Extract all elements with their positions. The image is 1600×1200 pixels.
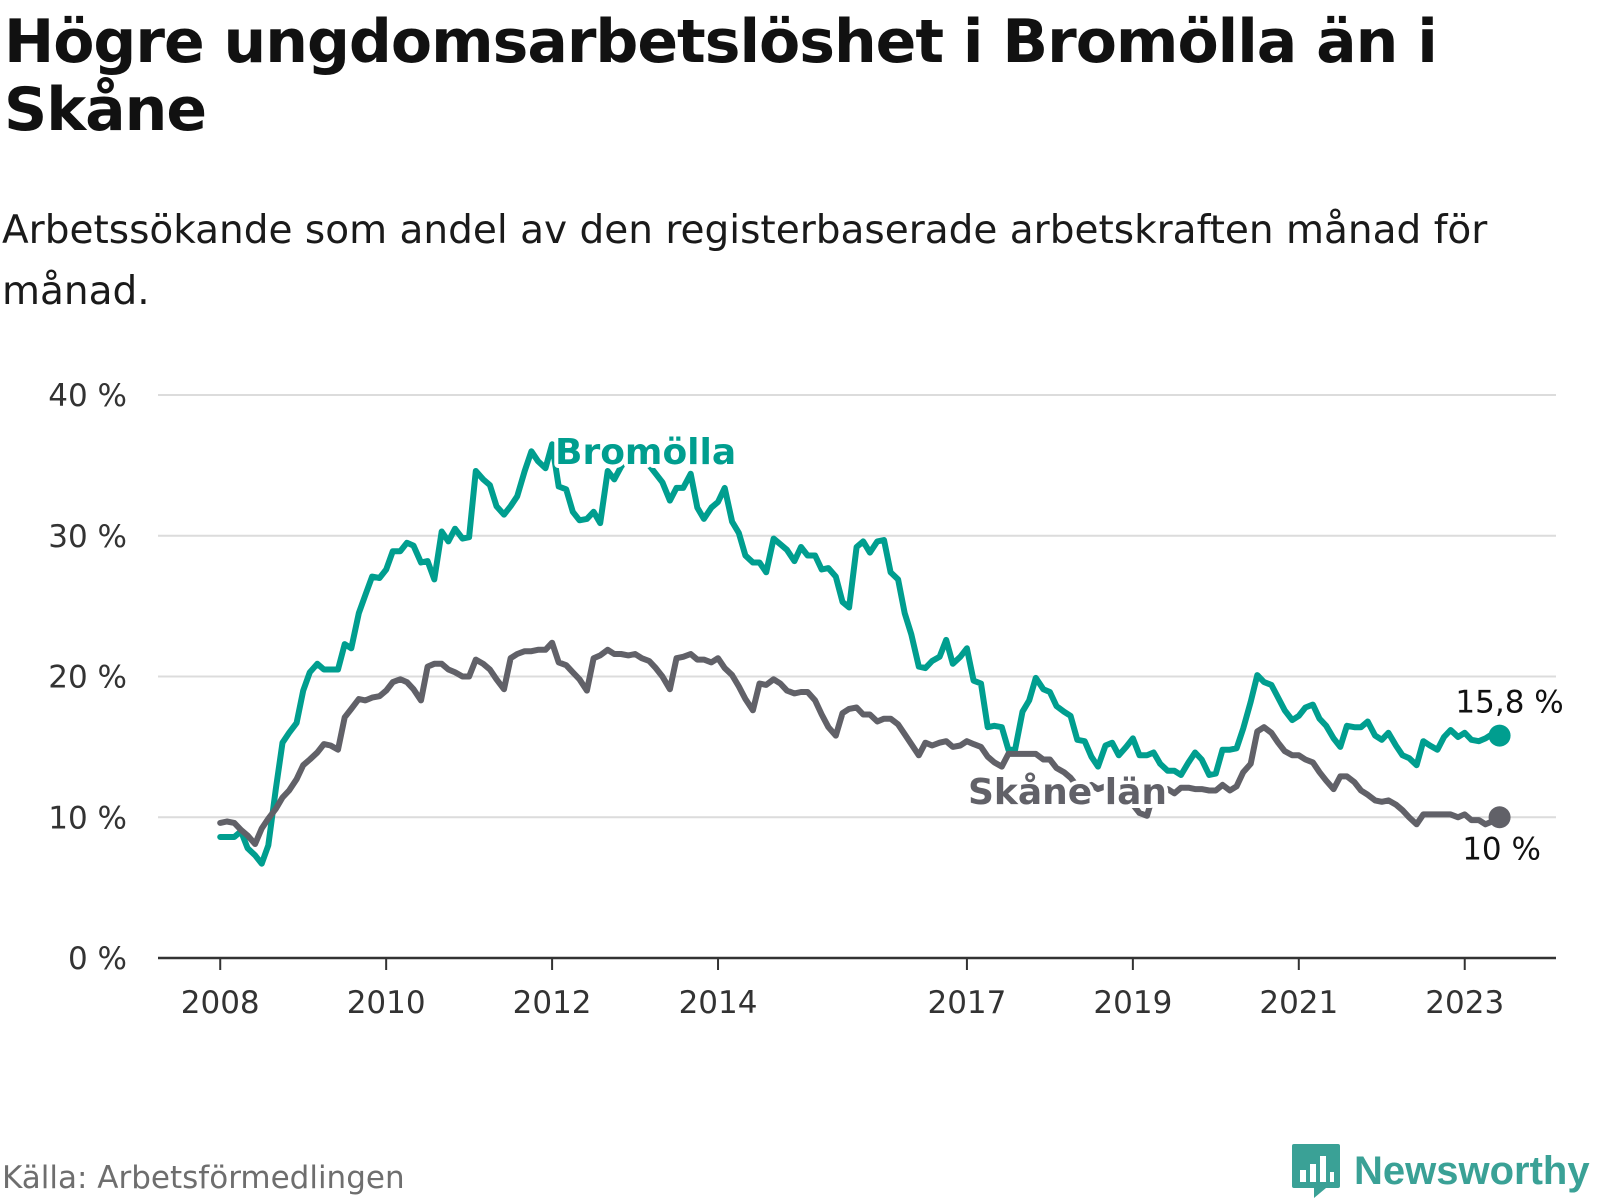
series-lines	[217, 441, 1511, 867]
x-axis: 2008 2010 2012 2014 2017 2019 2021 2023	[158, 956, 1556, 1021]
y-axis-tick-labels: 0 % 10 % 20 % 30 % 40 %	[48, 378, 127, 977]
end-value-label-bromolla: 15,8 %	[1455, 685, 1563, 721]
end-value-label-skane: 10 %	[1462, 831, 1541, 867]
newsworthy-logo-icon	[1292, 1144, 1340, 1198]
y-tick-label-10: 10 %	[48, 800, 127, 836]
series-labels: Bromölla Skåne län 15,8 % 10 %	[551, 428, 1564, 867]
x-tick-label-2014: 2014	[679, 985, 758, 1021]
brand: Newsworthy	[1290, 1142, 1590, 1200]
series-line-bromolla	[217, 441, 1503, 867]
y-tick-label-30: 30 %	[48, 519, 127, 555]
x-tick-label-2008: 2008	[181, 985, 260, 1021]
x-tick-label-2017: 2017	[927, 985, 1006, 1021]
series-label-bromolla: Bromölla	[555, 432, 736, 473]
y-tick-label-40: 40 %	[48, 378, 127, 414]
x-tick-label-2021: 2021	[1259, 985, 1338, 1021]
grid-lines	[158, 394, 1556, 819]
brand-name: Newsworthy	[1354, 1148, 1590, 1193]
x-tick-label-2010: 2010	[347, 985, 426, 1021]
series-line-skane	[217, 639, 1503, 847]
x-tick-label-2019: 2019	[1093, 985, 1172, 1021]
source-note: Källa: Arbetsförmedlingen	[2, 1160, 405, 1196]
end-dot-skane	[1488, 806, 1511, 829]
y-tick-label-0: 0 %	[68, 941, 127, 977]
series-label-skane: Skåne län	[968, 772, 1167, 813]
x-tick-label-2012: 2012	[513, 985, 592, 1021]
chart-subtitle: Arbetssökande som andel av den registerb…	[2, 208, 1488, 314]
x-tick-label-2023: 2023	[1425, 985, 1504, 1021]
end-dot-bromolla	[1488, 724, 1511, 747]
y-tick-label-20: 20 %	[48, 660, 127, 696]
chart-title: Högre ungdomsarbetslöshet i Bromölla än …	[4, 7, 1438, 145]
